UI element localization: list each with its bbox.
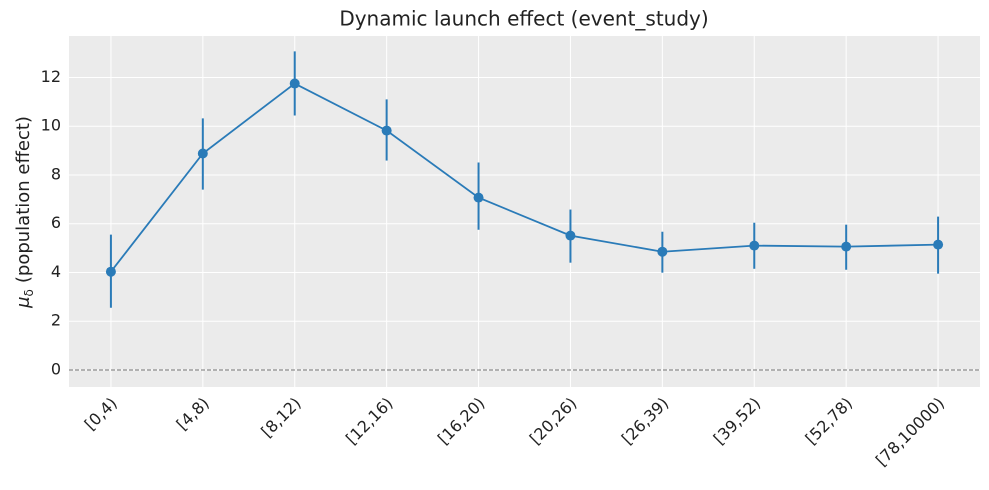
y-tick-label: 2 bbox=[51, 311, 61, 330]
y-axis-label-subscript: δ bbox=[22, 289, 36, 296]
marker bbox=[105, 266, 116, 277]
y-axis-label: μδ (population effect) bbox=[13, 116, 36, 309]
x-tick-label: [20,26) bbox=[526, 394, 581, 449]
x-tick-label: [39,52) bbox=[710, 394, 765, 449]
marker bbox=[197, 148, 208, 159]
line bbox=[110, 82, 939, 273]
x-tick-label: [26,39) bbox=[618, 394, 673, 449]
marker bbox=[841, 241, 852, 252]
y-tick-label: 0 bbox=[51, 359, 61, 378]
y-axis-label-symbol: μ bbox=[13, 296, 34, 308]
y-tick-label: 8 bbox=[51, 164, 61, 183]
x-tick-label: [4,8) bbox=[173, 394, 213, 434]
marker bbox=[381, 125, 392, 136]
marker bbox=[473, 192, 484, 203]
x-tick-label: [16,20) bbox=[434, 394, 489, 449]
y-tick-label: 4 bbox=[51, 262, 61, 281]
marker bbox=[565, 230, 576, 241]
x-tick-label: [0,4) bbox=[81, 394, 121, 434]
x-tick-label: [8,12) bbox=[257, 394, 304, 441]
chart-title: Dynamic launch effect (event_study) bbox=[339, 7, 708, 31]
y-tick-label: 6 bbox=[51, 213, 61, 232]
y-axis-label-text: (population effect) bbox=[13, 116, 34, 283]
x-tick-label: [78,10000) bbox=[872, 394, 948, 470]
marker bbox=[289, 78, 300, 89]
marker bbox=[657, 246, 668, 257]
y-tick-label: 12 bbox=[41, 67, 61, 86]
marker bbox=[749, 240, 760, 251]
plot-area bbox=[69, 36, 980, 387]
y-tick-label: 10 bbox=[41, 116, 61, 135]
x-tick-label: [12,16) bbox=[342, 394, 397, 449]
x-tick-label: [52,78) bbox=[802, 394, 857, 449]
marker bbox=[933, 239, 944, 250]
